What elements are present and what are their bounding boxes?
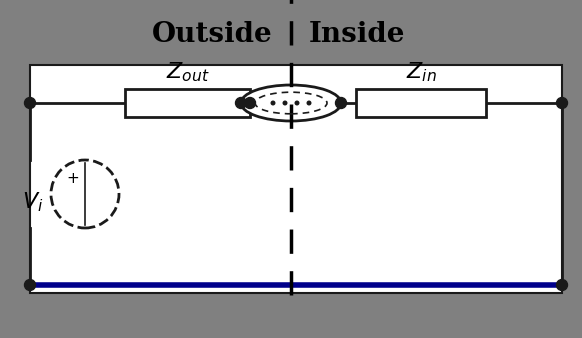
Bar <box>356 89 486 117</box>
Circle shape <box>236 97 247 108</box>
Bar <box>125 89 250 117</box>
Ellipse shape <box>241 85 341 121</box>
Text: +: + <box>67 171 80 186</box>
Circle shape <box>24 280 36 290</box>
Circle shape <box>294 100 300 105</box>
Circle shape <box>24 97 36 108</box>
Circle shape <box>556 280 567 290</box>
Text: $Z_{out}$: $Z_{out}$ <box>166 60 210 83</box>
Circle shape <box>556 97 567 108</box>
Text: Outside: Outside <box>152 21 273 48</box>
Circle shape <box>244 97 255 108</box>
Circle shape <box>271 100 275 105</box>
Text: Inside: Inside <box>309 21 406 48</box>
Circle shape <box>307 100 311 105</box>
Text: $Z_{in}$: $Z_{in}$ <box>406 60 436 83</box>
Circle shape <box>335 97 346 108</box>
Text: $V_i$: $V_i$ <box>22 190 43 214</box>
Circle shape <box>282 100 288 105</box>
Bar <box>30 65 562 293</box>
